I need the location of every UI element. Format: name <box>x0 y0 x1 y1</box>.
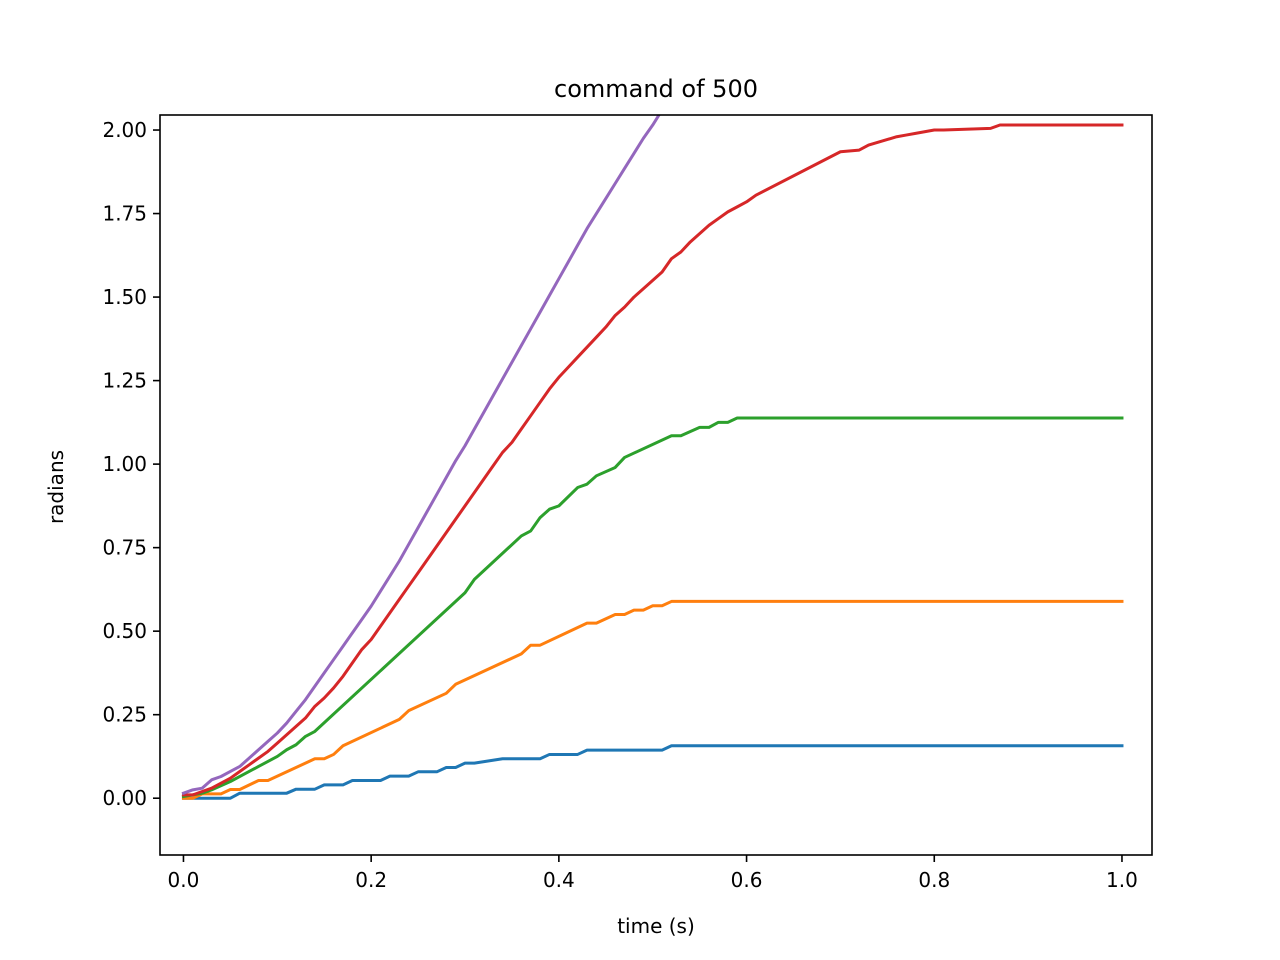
y-tick-label: 0.75 <box>102 536 147 560</box>
x-axis: 0.0 0.2 0.4 0.6 0.8 1.0 <box>168 855 1138 892</box>
y-tick-label: 0.25 <box>102 703 147 727</box>
plot-area <box>160 115 1152 855</box>
y-tick-label: 1.00 <box>102 452 147 476</box>
y-tick-label: 1.75 <box>102 202 147 226</box>
x-tick-label: 0.6 <box>731 868 763 892</box>
series-layer <box>181 115 1124 800</box>
series-line-2 <box>181 599 1124 800</box>
chart-title: command of 500 <box>554 75 758 103</box>
series-line-4 <box>181 123 1124 797</box>
x-axis-label: time (s) <box>617 914 695 938</box>
x-tick-label: 0.0 <box>168 868 200 892</box>
y-tick-label: 1.25 <box>102 369 147 393</box>
y-tick-label: 1.50 <box>102 285 147 309</box>
y-axis: 0.00 0.25 0.50 0.75 1.00 1.25 1.50 1.75 2.00 <box>102 118 160 810</box>
series-line-1 <box>181 744 1124 800</box>
series-line-3 <box>181 416 1124 799</box>
y-tick-label: 2.00 <box>102 118 147 142</box>
x-tick-label: 0.8 <box>918 868 950 892</box>
series-line-5 <box>181 115 661 796</box>
y-tick-label: 0.00 <box>102 786 147 810</box>
y-axis-label: radians <box>44 450 68 524</box>
x-tick-label: 0.2 <box>355 868 387 892</box>
plot-frame <box>159 114 1153 856</box>
x-tick-label: 0.4 <box>543 868 575 892</box>
x-tick-label: 1.0 <box>1106 868 1138 892</box>
y-tick-label: 0.50 <box>102 619 147 643</box>
